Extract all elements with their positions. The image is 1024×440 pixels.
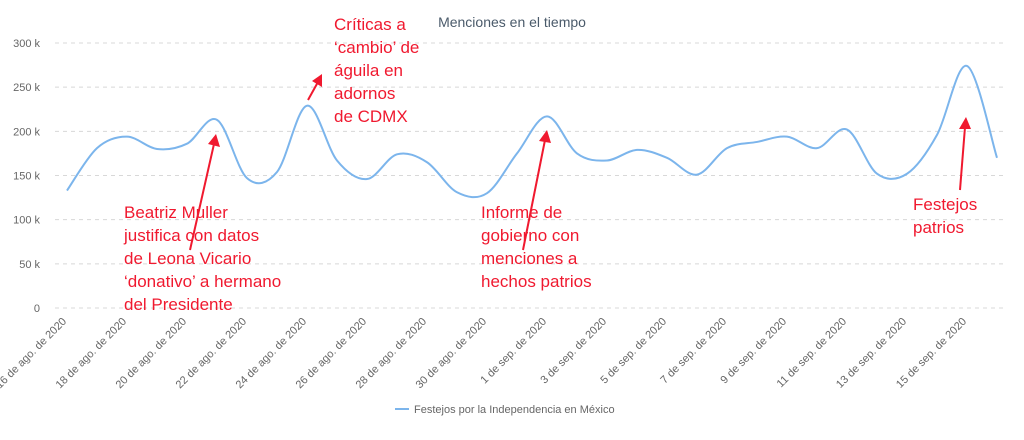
annotation: Beatriz Muller justifica con datos de Leon… [123,203,281,314]
annotation: Críticas a ‘cambio’ de águila en adornos de … [334,15,419,126]
annotation-line: Festejos [913,195,977,214]
arrow-head [208,134,220,147]
annotation-line: de Leona Vicario [124,249,251,268]
arrow [189,143,215,251]
annotation-line: gobierno con [481,226,579,245]
x-tick-label: 3 de sep. de 2020 [538,316,609,387]
annotation-line: Críticas a [334,15,406,34]
legend-label: Festejos por la Independencia en México [414,404,615,416]
annotation-line: menciones a [481,249,578,268]
annotation-line: adornos [334,84,395,103]
arrow-head [959,117,971,129]
annotation-line: patrios [913,218,964,237]
annotation-line: ‘cambio’ de [334,38,419,57]
arrow [959,126,966,191]
y-tick-label: 50 k [19,259,40,271]
annotation-line: justifica con datos [123,226,259,245]
y-tick-label: 200 k [13,126,40,138]
annotation-line: Informe de [481,203,562,222]
annotation-line: de CDMX [334,107,408,126]
annotation-line: ‘donativo’ a hermano [124,272,281,291]
arrow-head [312,74,322,87]
arrow [307,81,319,101]
x-tick-label: 7 de sep. de 2020 [658,316,729,387]
x-tick-label: 9 de sep. de 2020 [718,316,789,387]
y-tick-label: 100 k [13,215,40,227]
annotation-line: Beatriz Muller [124,203,228,222]
y-tick-label: 300 k [13,38,40,50]
arrow [522,139,546,251]
x-tick-label: 5 de sep. de 2020 [598,316,669,387]
chart-title: Menciones en el tiempo [438,14,586,30]
annotation-line: águila en [334,61,403,80]
arrows [189,74,971,251]
y-tick-label: 0 [34,303,40,315]
annotation-line: del Presidente [124,295,233,314]
x-tick-label: 1 de sep. de 2020 [478,316,549,387]
series-line [66,64,998,199]
annotation: Festejos patrios [913,195,977,237]
y-tick-label: 150 k [13,171,40,183]
arrow-head [539,130,551,143]
y-tick-label: 250 k [13,82,40,94]
annotation-line: hechos patrios [481,272,592,291]
annotation: Informe de gobierno con menciones a hechos … [481,203,592,291]
